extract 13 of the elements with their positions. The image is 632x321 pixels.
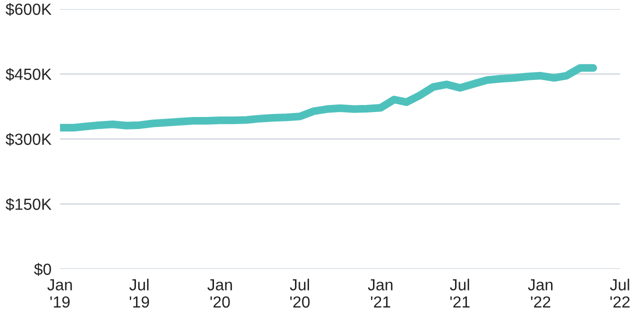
y-tick-label: $600K	[6, 2, 52, 16]
y-tick-label: $0	[34, 262, 52, 276]
x-tick-label: Jul '22	[610, 278, 630, 308]
x-tick-label: Jul '19	[129, 278, 150, 308]
x-tick-label: Jul '21	[450, 278, 470, 308]
x-tick-label: Jan '22	[528, 279, 552, 308]
x-tick-label: Jan '19	[47, 279, 72, 308]
y-tick-label: $450K	[6, 68, 52, 81]
x-tick-label: Jan '20	[207, 279, 232, 308]
x-tick-label: Jul '20	[290, 278, 310, 308]
y-tick-label: $150K	[6, 198, 52, 211]
x-tick-label: Jan '21	[368, 279, 392, 308]
y-tick-label: $300K	[6, 132, 52, 146]
